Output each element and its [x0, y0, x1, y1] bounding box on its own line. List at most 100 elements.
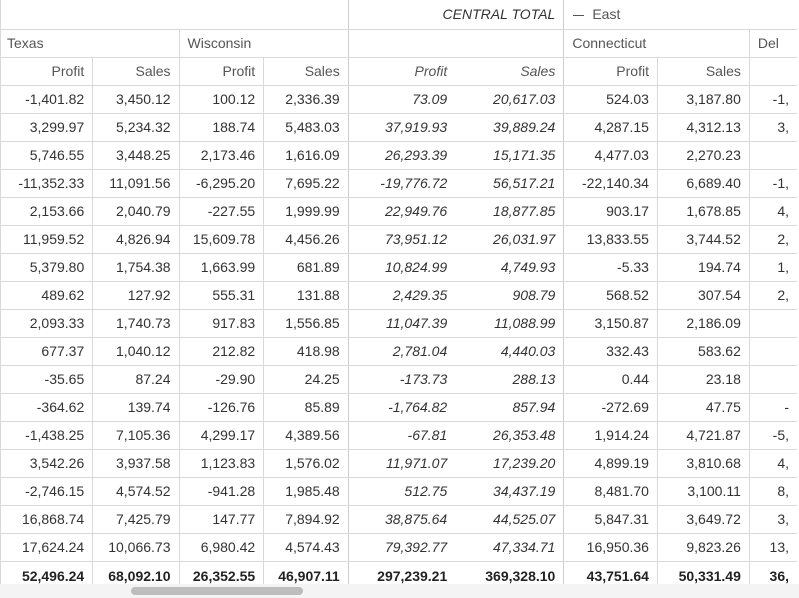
cell-cn-s[interactable]: 3,810.68: [656, 449, 750, 478]
cell-tx-p[interactable]: 5,746.55: [0, 141, 93, 170]
cell-tx-s[interactable]: 87.24: [92, 365, 180, 394]
cell-ct-p[interactable]: 10,824.99: [347, 253, 456, 282]
cell-cn-p[interactable]: 4,899.19: [563, 449, 658, 478]
cell-tx-p[interactable]: 16,868.74: [0, 505, 93, 534]
cell-wi-s[interactable]: 4,456.26: [263, 225, 349, 254]
cell-cn-s[interactable]: 1,678.85: [656, 197, 750, 226]
cell-tx-s[interactable]: 1,754.38: [92, 253, 180, 282]
cell-de[interactable]: [748, 337, 797, 366]
cell-wi-p[interactable]: 6,980.42: [178, 533, 264, 562]
cell-cn-p[interactable]: 0.44: [563, 365, 658, 394]
cell-wi-s[interactable]: 1,576.02: [263, 449, 349, 478]
cell-tx-p[interactable]: 2,093.33: [0, 309, 93, 338]
east-region-header[interactable]: East: [563, 0, 797, 30]
cell-tx-s[interactable]: 139.74: [92, 393, 180, 422]
cell-tx-s[interactable]: 11,091.56: [92, 169, 180, 198]
cell-wi-s[interactable]: 1,999.99: [263, 197, 349, 226]
cell-tx-p[interactable]: 5,379.80: [0, 253, 93, 282]
cell-wi-s[interactable]: 7,894.92: [263, 505, 349, 534]
cell-cn-p[interactable]: 903.17: [563, 197, 658, 226]
cell-tx-s[interactable]: 4,574.52: [92, 477, 180, 506]
cell-ct-p[interactable]: 2,429.35: [347, 281, 456, 310]
cell-cn-s[interactable]: 2,186.09: [656, 309, 750, 338]
cell-ct-p[interactable]: 73.09: [347, 85, 456, 114]
cell-de[interactable]: 3,: [748, 505, 797, 534]
cell-tx-p[interactable]: 11,959.52: [0, 225, 93, 254]
cell-cn-p[interactable]: -5.33: [563, 253, 658, 282]
cell-cn-s[interactable]: 307.54: [656, 281, 750, 310]
state-header-connecticut[interactable]: Connecticut: [563, 29, 750, 58]
cell-tx-s[interactable]: 3,450.12: [92, 85, 180, 114]
cell-ct-s[interactable]: 56,517.21: [455, 169, 565, 198]
cell-de[interactable]: 4,: [748, 197, 797, 226]
cell-ct-s[interactable]: 47,334.71: [455, 533, 565, 562]
cell-ct-s[interactable]: 17,239.20: [455, 449, 565, 478]
cell-de[interactable]: 3,: [748, 113, 797, 142]
cell-ct-s[interactable]: 34,437.19: [455, 477, 565, 506]
cell-ct-s[interactable]: 20,617.03: [455, 85, 565, 114]
cell-cn-p[interactable]: 568.52: [563, 281, 658, 310]
cell-wi-p[interactable]: -6,295.20: [178, 169, 264, 198]
cell-de[interactable]: [748, 309, 797, 338]
cell-tx-s[interactable]: 1,040.12: [92, 337, 180, 366]
cell-tx-s[interactable]: 4,826.94: [92, 225, 180, 254]
cell-cn-s[interactable]: 4,312.13: [656, 113, 750, 142]
cell-wi-s[interactable]: 7,695.22: [263, 169, 349, 198]
cell-ct-p[interactable]: 512.75: [347, 477, 456, 506]
cell-de[interactable]: -1,: [748, 85, 797, 114]
cell-ct-p[interactable]: -67.81: [347, 421, 456, 450]
cell-ct-s[interactable]: 4,440.03: [455, 337, 565, 366]
cell-de[interactable]: 4,: [748, 449, 797, 478]
cell-tx-s[interactable]: 2,040.79: [92, 197, 180, 226]
cell-cn-p[interactable]: 4,477.03: [563, 141, 658, 170]
cell-wi-p[interactable]: 100.12: [178, 85, 264, 114]
cell-wi-p[interactable]: -29.90: [178, 365, 264, 394]
cell-cn-s[interactable]: 3,100.11: [656, 477, 750, 506]
cell-wi-p[interactable]: 4,299.17: [178, 421, 264, 450]
cell-ct-p[interactable]: -1,764.82: [347, 393, 456, 422]
cell-cn-s[interactable]: 3,744.52: [656, 225, 750, 254]
cell-tx-s[interactable]: 1,740.73: [92, 309, 180, 338]
cell-wi-p[interactable]: 555.31: [178, 281, 264, 310]
cell-de[interactable]: 1,: [748, 253, 797, 282]
cell-cn-p[interactable]: 3,150.87: [563, 309, 658, 338]
measure-header-sales[interactable]: Sales: [92, 57, 180, 86]
cell-wi-p[interactable]: 15,609.78: [178, 225, 264, 254]
cell-cn-p[interactable]: -272.69: [563, 393, 658, 422]
cell-ct-p[interactable]: 79,392.77: [347, 533, 456, 562]
cell-tx-s[interactable]: 7,105.36: [92, 421, 180, 450]
cell-cn-p[interactable]: 8,481.70: [563, 477, 658, 506]
measure-header-sales[interactable]: Sales: [455, 57, 565, 86]
cell-ct-p[interactable]: 11,971.07: [347, 449, 456, 478]
measure-header-profit[interactable]: Profit: [563, 57, 658, 86]
cell-wi-s[interactable]: 681.89: [263, 253, 349, 282]
cell-cn-s[interactable]: 47.75: [656, 393, 750, 422]
cell-ct-p[interactable]: 11,047.39: [347, 309, 456, 338]
state-header-delaware[interactable]: Del: [748, 29, 797, 58]
cell-ct-s[interactable]: 857.94: [455, 393, 565, 422]
cell-tx-p[interactable]: 489.62: [0, 281, 93, 310]
cell-tx-s[interactable]: 7,425.79: [92, 505, 180, 534]
cell-tx-p[interactable]: 3,299.97: [0, 113, 93, 142]
cell-wi-s[interactable]: 418.98: [263, 337, 349, 366]
cell-tx-p[interactable]: 3,542.26: [0, 449, 93, 478]
cell-ct-s[interactable]: 18,877.85: [455, 197, 565, 226]
state-header-wisconsin[interactable]: Wisconsin: [178, 29, 349, 58]
cell-wi-p[interactable]: -941.28: [178, 477, 264, 506]
cell-cn-p[interactable]: 4,287.15: [563, 113, 658, 142]
cell-tx-s[interactable]: 127.92: [92, 281, 180, 310]
measure-header-profit[interactable]: Profit: [347, 57, 456, 86]
cell-wi-s[interactable]: 4,574.43: [263, 533, 349, 562]
cell-wi-s[interactable]: 1,985.48: [263, 477, 349, 506]
cell-tx-s[interactable]: 3,448.25: [92, 141, 180, 170]
cell-ct-s[interactable]: 26,353.48: [455, 421, 565, 450]
cell-ct-s[interactable]: 288.13: [455, 365, 565, 394]
cell-wi-p[interactable]: 1,663.99: [178, 253, 264, 282]
cell-wi-s[interactable]: 1,616.09: [263, 141, 349, 170]
state-header-texas[interactable]: Texas: [0, 29, 180, 58]
cell-ct-s[interactable]: 39,889.24: [455, 113, 565, 142]
cell-de[interactable]: 2,: [748, 281, 797, 310]
cell-de[interactable]: 8,: [748, 477, 797, 506]
cell-de[interactable]: [748, 141, 797, 170]
cell-tx-p[interactable]: 17,624.24: [0, 533, 93, 562]
